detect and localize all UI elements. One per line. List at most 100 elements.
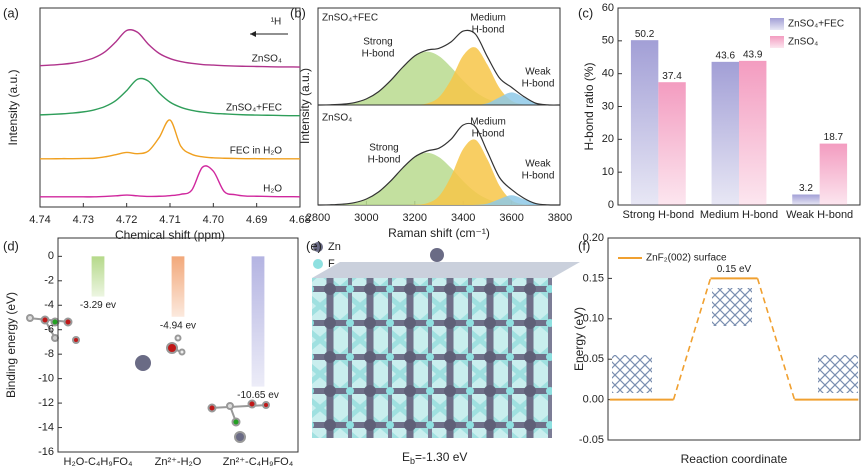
value-label: 37.4 xyxy=(662,71,682,82)
x-tick-label: Zn²⁺-C₄H₉FO₄ xyxy=(223,456,294,468)
y-tick-label: 60 xyxy=(602,2,614,14)
legend-label: Zn xyxy=(328,241,341,253)
x-tick-label: 4.69 xyxy=(246,214,267,226)
connector xyxy=(756,278,796,400)
legend-swatch xyxy=(770,36,784,48)
series-label: ZnSO₄ xyxy=(252,54,282,65)
x-tick-label: Weak H-bond xyxy=(786,209,853,221)
x-tick-label: 2800 xyxy=(306,212,330,224)
caption-text: =-1.30 eV xyxy=(415,450,467,464)
x-tick-label: 3600 xyxy=(499,212,523,224)
y-tick-label: 0.15 xyxy=(583,272,604,284)
y-tick-label: -2 xyxy=(44,275,54,287)
y-tick-label: 10 xyxy=(602,166,614,178)
panel-label: (d) xyxy=(3,238,19,253)
y-axis-label: Binding energy (eV) xyxy=(4,292,18,398)
y-tick-label: -6 xyxy=(44,324,54,336)
y-tick-label: -10 xyxy=(38,373,54,385)
y-tick-label: -14 xyxy=(38,421,54,433)
bar xyxy=(739,60,767,206)
x-tick-label: 3800 xyxy=(548,212,572,224)
x-tick-label: 4.73 xyxy=(73,214,94,226)
annotation: Strong xyxy=(369,143,398,154)
annotation: Medium xyxy=(470,117,506,128)
series-label: H₂O xyxy=(263,183,282,194)
y-tick-label: -0.05 xyxy=(579,434,604,446)
x-tick-label: 4.70 xyxy=(203,214,224,226)
y-tick-label: 0.20 xyxy=(583,232,604,244)
bar xyxy=(658,82,686,205)
caption: Eb=-1.30 eV xyxy=(402,450,467,466)
value-label: -10.65 ev xyxy=(237,390,279,401)
bar xyxy=(251,256,265,387)
envelope-line xyxy=(317,122,561,206)
bar xyxy=(91,256,105,297)
panel-label: (c) xyxy=(578,5,593,20)
x-tick-label: Strong H-bond xyxy=(623,209,695,221)
annotation: Medium xyxy=(470,13,506,24)
y-axis-label: H-bond ratio (%) xyxy=(582,62,596,150)
component-area xyxy=(318,139,560,206)
y-tick-label: -16 xyxy=(38,446,54,458)
value-label: 43.6 xyxy=(716,50,736,61)
spectrum-line xyxy=(40,165,301,198)
annotation: Weak xyxy=(525,159,551,170)
y-tick-label: -8 xyxy=(44,348,54,360)
plot-frame xyxy=(57,237,299,453)
plot-frame xyxy=(607,237,861,441)
y-axis-label: Intensity (a.u.) xyxy=(298,68,312,144)
annotation: H-bond xyxy=(522,171,555,182)
legend-swatch xyxy=(770,18,784,30)
value-label: 3.2 xyxy=(799,183,813,194)
y-tick-label: -12 xyxy=(38,397,54,409)
surface-icons xyxy=(612,288,858,393)
subplot-title: ZnSO₄+FEC xyxy=(322,13,378,24)
y-tick-label: 0 xyxy=(608,199,614,211)
lattice xyxy=(312,278,552,438)
y-tick-label: -4 xyxy=(44,299,54,311)
x-tick-label: H₂O-C₄H₉FO₄ xyxy=(64,456,133,468)
value-label: -4.94 ev xyxy=(160,320,196,331)
water xyxy=(166,334,186,356)
spectrum-line xyxy=(39,77,301,117)
series-label: FEC in H₂O xyxy=(230,145,282,156)
x-tick-label: 4.74 xyxy=(29,214,50,226)
x-axis-label: Chemical shift (ppm) xyxy=(115,228,225,242)
y-tick-label: 50 xyxy=(602,35,614,47)
x-tick-label: 4.72 xyxy=(116,214,137,226)
value-label: 0.15 eV xyxy=(717,264,752,275)
series-label: ZnSO₄+FEC xyxy=(226,102,282,113)
surface-icon xyxy=(712,288,752,326)
y-tick-label: 0 xyxy=(48,250,54,262)
panel-label: (a) xyxy=(3,5,19,20)
value-label: -3.29 ev xyxy=(80,300,116,311)
y-axis-label: Energy (eV) xyxy=(572,307,586,371)
annotation: H-bond xyxy=(362,49,395,60)
arrow-head xyxy=(250,31,256,37)
connector xyxy=(672,278,712,400)
x-tick-label: Medium H-bond xyxy=(700,209,778,221)
annotation: H-bond xyxy=(472,25,505,36)
component-area xyxy=(318,152,560,206)
bar xyxy=(711,61,739,206)
y-tick-label: 40 xyxy=(602,68,614,80)
legend-label: F xyxy=(328,258,335,270)
x-tick-label: 3000 xyxy=(354,212,378,224)
y-tick-label: 30 xyxy=(602,100,614,112)
x-axis-label: Raman shift (cm⁻¹) xyxy=(388,226,490,240)
x-tick-label: 3400 xyxy=(451,212,475,224)
molecule xyxy=(26,314,80,344)
arrow-label: ¹H xyxy=(271,17,282,28)
bar xyxy=(792,194,820,205)
y-axis-label: Intensity (a.u.) xyxy=(6,69,20,145)
component-area xyxy=(318,51,560,106)
legend-label: ZnF₂(002) surface xyxy=(646,253,727,264)
zn-atom xyxy=(430,248,444,262)
bar xyxy=(819,143,848,205)
annotation: H-bond xyxy=(522,79,555,90)
annotation: Weak xyxy=(525,67,551,78)
caption-subscript: b xyxy=(410,456,415,466)
zn-ion xyxy=(135,355,151,371)
molecules xyxy=(26,314,270,443)
